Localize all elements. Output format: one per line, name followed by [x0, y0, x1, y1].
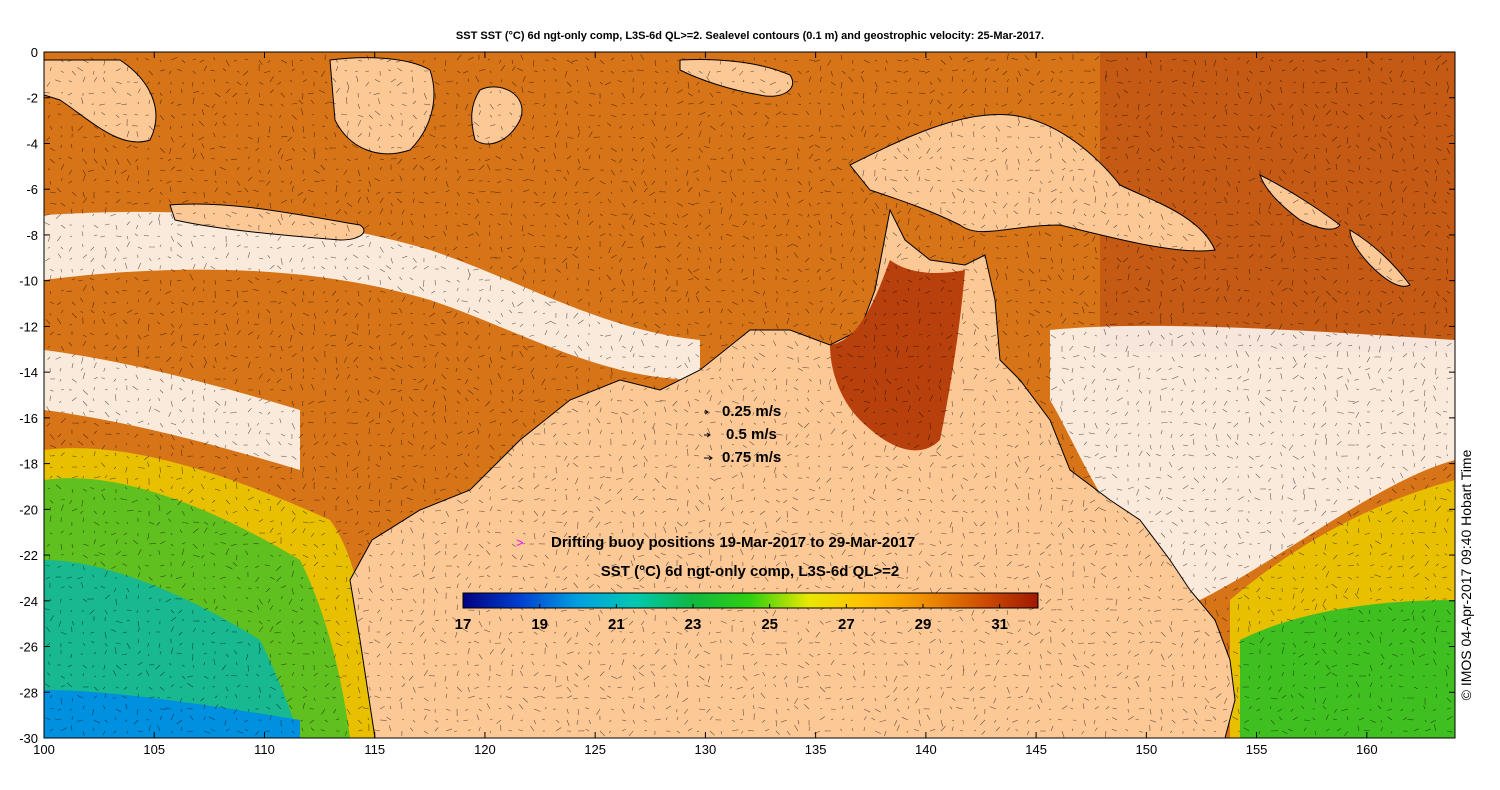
- y-tick-label: -4: [26, 136, 38, 151]
- colorbar-frame: [462, 592, 1039, 609]
- colorbar-tick-label: 17: [455, 616, 472, 633]
- velocity-vectors: [44, 53, 1453, 738]
- buoy-legend: > Drifting buoy positions 19-Mar-2017 to…: [516, 534, 915, 551]
- velocity-arrow: [704, 455, 713, 461]
- cloud-band: [44, 211, 700, 380]
- x-axis: 100 105 110 115 120 125 130 135 140 145 150 155 160: [33, 52, 1378, 757]
- x-tick-label: 150: [1135, 742, 1157, 757]
- y-tick-label: -2: [26, 91, 38, 106]
- x-tick-label: 140: [915, 742, 937, 757]
- x-tick-label: 135: [805, 742, 827, 757]
- colorbar-tick-label: 21: [608, 616, 625, 633]
- velocity-legend-label: 0.75 m/s: [722, 449, 781, 466]
- colorbar-tick-label: 19: [531, 616, 548, 633]
- plot-frame: [43, 51, 1456, 739]
- land-sulawesi: [471, 86, 523, 145]
- sst-green-zone-east: [1240, 600, 1455, 738]
- map-plot-area: [44, 52, 1455, 738]
- land-northern-islands: [679, 59, 793, 97]
- y-tick-label: -30: [19, 731, 38, 746]
- colorbar-tick-label: 29: [915, 616, 932, 633]
- y-tick-label: -14: [19, 365, 38, 380]
- sst-blue-zone-west: [44, 690, 300, 738]
- y-tick-label: -6: [26, 182, 38, 197]
- buoy-symbol: >: [516, 535, 524, 550]
- colorbar-ticks: 17 19 21 23 25 27 29 31: [455, 604, 1008, 633]
- cloud-coral-sea: [1050, 325, 1455, 600]
- y-tick-label: -18: [19, 457, 38, 472]
- y-tick-label: -12: [19, 319, 38, 334]
- x-tick-label: 155: [1246, 742, 1268, 757]
- velocity-legend: 0.25 m/s 0.5 m/s 0.75 m/s: [704, 403, 781, 466]
- velocity-arrow: [704, 432, 711, 438]
- buoy-legend-label: Drifting buoy positions 19-Mar-2017 to 2…: [551, 534, 915, 551]
- y-tick-label: -24: [19, 594, 38, 609]
- x-tick-label: 145: [1025, 742, 1047, 757]
- x-tick-label: 100: [33, 742, 55, 757]
- x-tick-label: 160: [1356, 742, 1378, 757]
- colorbar-tick-label: 31: [991, 616, 1008, 633]
- land-sumatra: [44, 59, 157, 143]
- x-tick-label: 130: [695, 742, 717, 757]
- y-tick-label: -22: [19, 548, 38, 563]
- colorbar-tick-label: 25: [761, 616, 778, 633]
- y-tick-label: -26: [19, 640, 38, 655]
- x-tick-label: 115: [364, 742, 385, 757]
- x-tick-label: 110: [254, 742, 275, 757]
- y-tick-label: -28: [19, 685, 38, 700]
- imos-credit: © IMOS 04-Apr-2017 09:40 Hobart Time: [1458, 449, 1474, 701]
- land-borneo: [329, 57, 435, 155]
- y-tick-label: -8: [26, 228, 38, 243]
- land-new-guinea: [849, 113, 1216, 252]
- sst-warm-pool: [1100, 52, 1455, 352]
- velocity-legend-label: 0.25 m/s: [722, 403, 781, 420]
- colorbar-tick-label: 23: [685, 616, 702, 633]
- velocity-legend-label: 0.5 m/s: [726, 426, 777, 443]
- velocity-arrow: [704, 409, 709, 415]
- land-vanuatu: [1349, 229, 1411, 287]
- colorbar: SST (°C) 6d ngt-only comp, L3S-6d QL>=2 …: [455, 563, 1039, 633]
- x-tick-label: 105: [143, 742, 165, 757]
- cloud-patch-west: [44, 350, 300, 470]
- map-title: SST SST (°C) 6d ngt-only comp, L3S-6d QL…: [455, 30, 1045, 42]
- land-solomon-islands: [1259, 174, 1341, 230]
- vector-arrows: [44, 53, 1453, 738]
- y-tick-label: -20: [19, 502, 38, 517]
- land-java: [169, 203, 365, 241]
- y-tick-label: -16: [19, 411, 38, 426]
- x-tick-label: 120: [474, 742, 496, 757]
- x-tick-label: 125: [584, 742, 606, 757]
- colorbar-tick-label: 27: [838, 616, 855, 633]
- colorbar-title: SST (°C) 6d ngt-only comp, L3S-6d QL>=2: [601, 563, 900, 580]
- colorbar-fill: [463, 593, 1038, 608]
- colorbar-gradient: [463, 593, 1038, 608]
- y-axis: 0 -2 -4 -6 -8 -10 -12 -14 -16 -18 -20 -22 -24 -26 -28 -…: [19, 45, 1455, 746]
- y-tick-label: -10: [19, 274, 38, 289]
- y-tick-label: 0: [31, 45, 38, 60]
